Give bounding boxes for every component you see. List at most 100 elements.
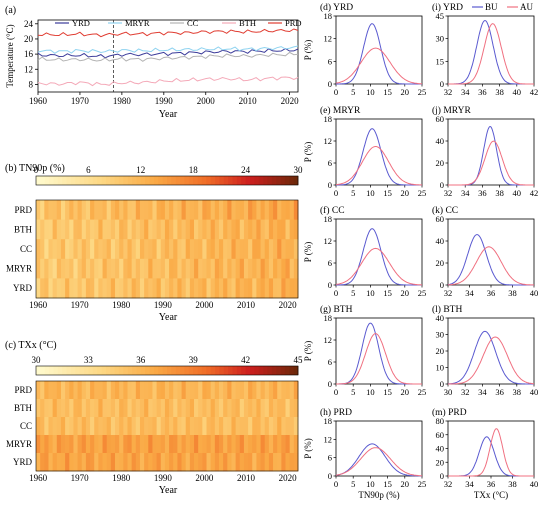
row-label-b-prd: PRD [14, 205, 32, 215]
heatmap-cell-b [81, 200, 87, 220]
heatmap-cell-c [73, 453, 78, 472]
heatmap-cell-c [218, 399, 224, 418]
heatmap-cell-c [227, 453, 232, 472]
colorbar-tick-label-c: 33 [84, 355, 94, 365]
legend-label-mryr: MRYR [125, 18, 150, 28]
heatmap-cell-b [285, 219, 291, 240]
heatmap-cell-b [293, 200, 299, 220]
heatmap-cell-b [73, 278, 78, 299]
heatmap-cell-b [156, 219, 162, 240]
heatmap-cell-b [227, 278, 232, 299]
density-curve-e-bu [336, 128, 422, 186]
heatmap-cell-b [102, 219, 108, 240]
density-curve-k-bu [447, 234, 534, 286]
colorbar-cell-c [232, 366, 238, 375]
colorbar-cell-c [118, 366, 124, 375]
heatmap-cell-c [181, 399, 187, 418]
heatmap-cell-b [123, 200, 128, 220]
heatmap-cell-b [218, 278, 224, 299]
colorbar-tick-label-c: 36 [136, 355, 146, 365]
heatmap-cell-c [169, 381, 174, 400]
colorbar-cell-c [140, 366, 146, 375]
heatmap-cell-b [256, 200, 261, 220]
colorbar-cell-b [92, 176, 98, 185]
heatmap-cell-b [268, 200, 274, 220]
heatmap-cell-c [119, 435, 124, 454]
density-curve-j-bu [448, 125, 534, 186]
heatmap-cell-c [131, 453, 137, 472]
colorbar-cell-c [267, 366, 273, 375]
heatmap-cell-b [135, 278, 141, 299]
heatmap-cell-b [177, 258, 182, 279]
heatmap-cell-c [115, 381, 120, 400]
y-tick-label-a: 8 [29, 79, 34, 89]
heatmap-cell-c [285, 381, 291, 400]
y-tick-label-l: 20 [436, 346, 445, 356]
panel-label-a: (a) [5, 5, 16, 16]
density-curve-m-au [448, 428, 534, 477]
colorbar-cell-c [97, 366, 102, 375]
y-tick-label-k: 0 [440, 280, 444, 290]
colorbar-cell-b [44, 176, 50, 185]
heatmap-cell-c [102, 417, 108, 436]
panel-title-m: (m) PRD [432, 407, 467, 418]
x-tick-label-f: 0 [334, 288, 338, 298]
colorbar-cell-b [36, 176, 41, 185]
heatmap-cell-c [181, 381, 187, 400]
heatmap-cell-b [173, 200, 178, 220]
series-line-mryr [37, 45, 299, 54]
heatmap-cell-b [252, 258, 257, 279]
colorbar-cell-b [97, 176, 102, 185]
heatmap-cell-c [243, 381, 249, 400]
x-tick-label-g: 25 [418, 387, 427, 397]
heatmap-cell-b [73, 200, 78, 220]
heatmap-cell-b [173, 219, 178, 240]
heatmap-cell-b [239, 239, 245, 260]
heatmap-cell-b [127, 200, 133, 220]
heatmap-cell-b [77, 258, 83, 279]
density-curve-l-au [448, 336, 534, 385]
x-tick-label-d: 5 [351, 87, 355, 97]
heatmap-cell-c [60, 381, 66, 400]
heatmap-cell-c [218, 435, 224, 454]
heatmap-cell-b [194, 239, 199, 260]
heatmap-cell-c [256, 453, 261, 472]
heatmap-cell-c [194, 381, 199, 400]
heatmap-cell-b [81, 258, 87, 279]
axes-frame-d [335, 15, 423, 85]
colorbar-cell-c [123, 366, 129, 375]
heatmap-cell-b [231, 258, 237, 279]
colorbar-cell-c [62, 366, 67, 375]
heatmap-cell-b [110, 258, 116, 279]
heatmap-cell-b [119, 239, 124, 260]
heatmap-cell-b [210, 200, 216, 220]
heatmap-cell-c [94, 453, 99, 472]
heatmap-cell-c [164, 399, 170, 418]
heatmap-cell-b [210, 219, 216, 240]
x-tick-label-m: 32 [444, 479, 453, 489]
heatmap-cell-b [139, 200, 145, 220]
colorbar-cell-b [263, 176, 268, 185]
y-tick-label-a: 16 [24, 49, 34, 59]
colorbar-cell-c [263, 366, 268, 375]
heatmap-cell-b [281, 239, 286, 260]
colorbar-cell-b [101, 176, 107, 185]
heatmap-cell-c [81, 381, 87, 400]
heatmap-cell-c [135, 399, 141, 418]
heatmap-cell-b [185, 200, 191, 220]
heatmap-cell-c [44, 417, 49, 436]
heatmap-cell-c [164, 417, 170, 436]
heatmap-cell-c [206, 417, 212, 436]
heatmap-cell-b [264, 278, 270, 299]
x-tick-label-k: 40 [530, 288, 539, 298]
heatmap-cell-b [289, 258, 295, 279]
heatmap-cell-c [148, 435, 153, 454]
heatmap-cell-c [110, 453, 116, 472]
heatmap-cell-c [69, 435, 74, 454]
heatmap-cell-b [69, 219, 74, 240]
heatmap-cell-b [115, 219, 120, 240]
y-axis-label-f: P (%) [303, 242, 313, 262]
heatmap-cell-c [293, 453, 299, 472]
heatmap-cell-c [243, 417, 249, 436]
series-line-cc [37, 51, 299, 62]
